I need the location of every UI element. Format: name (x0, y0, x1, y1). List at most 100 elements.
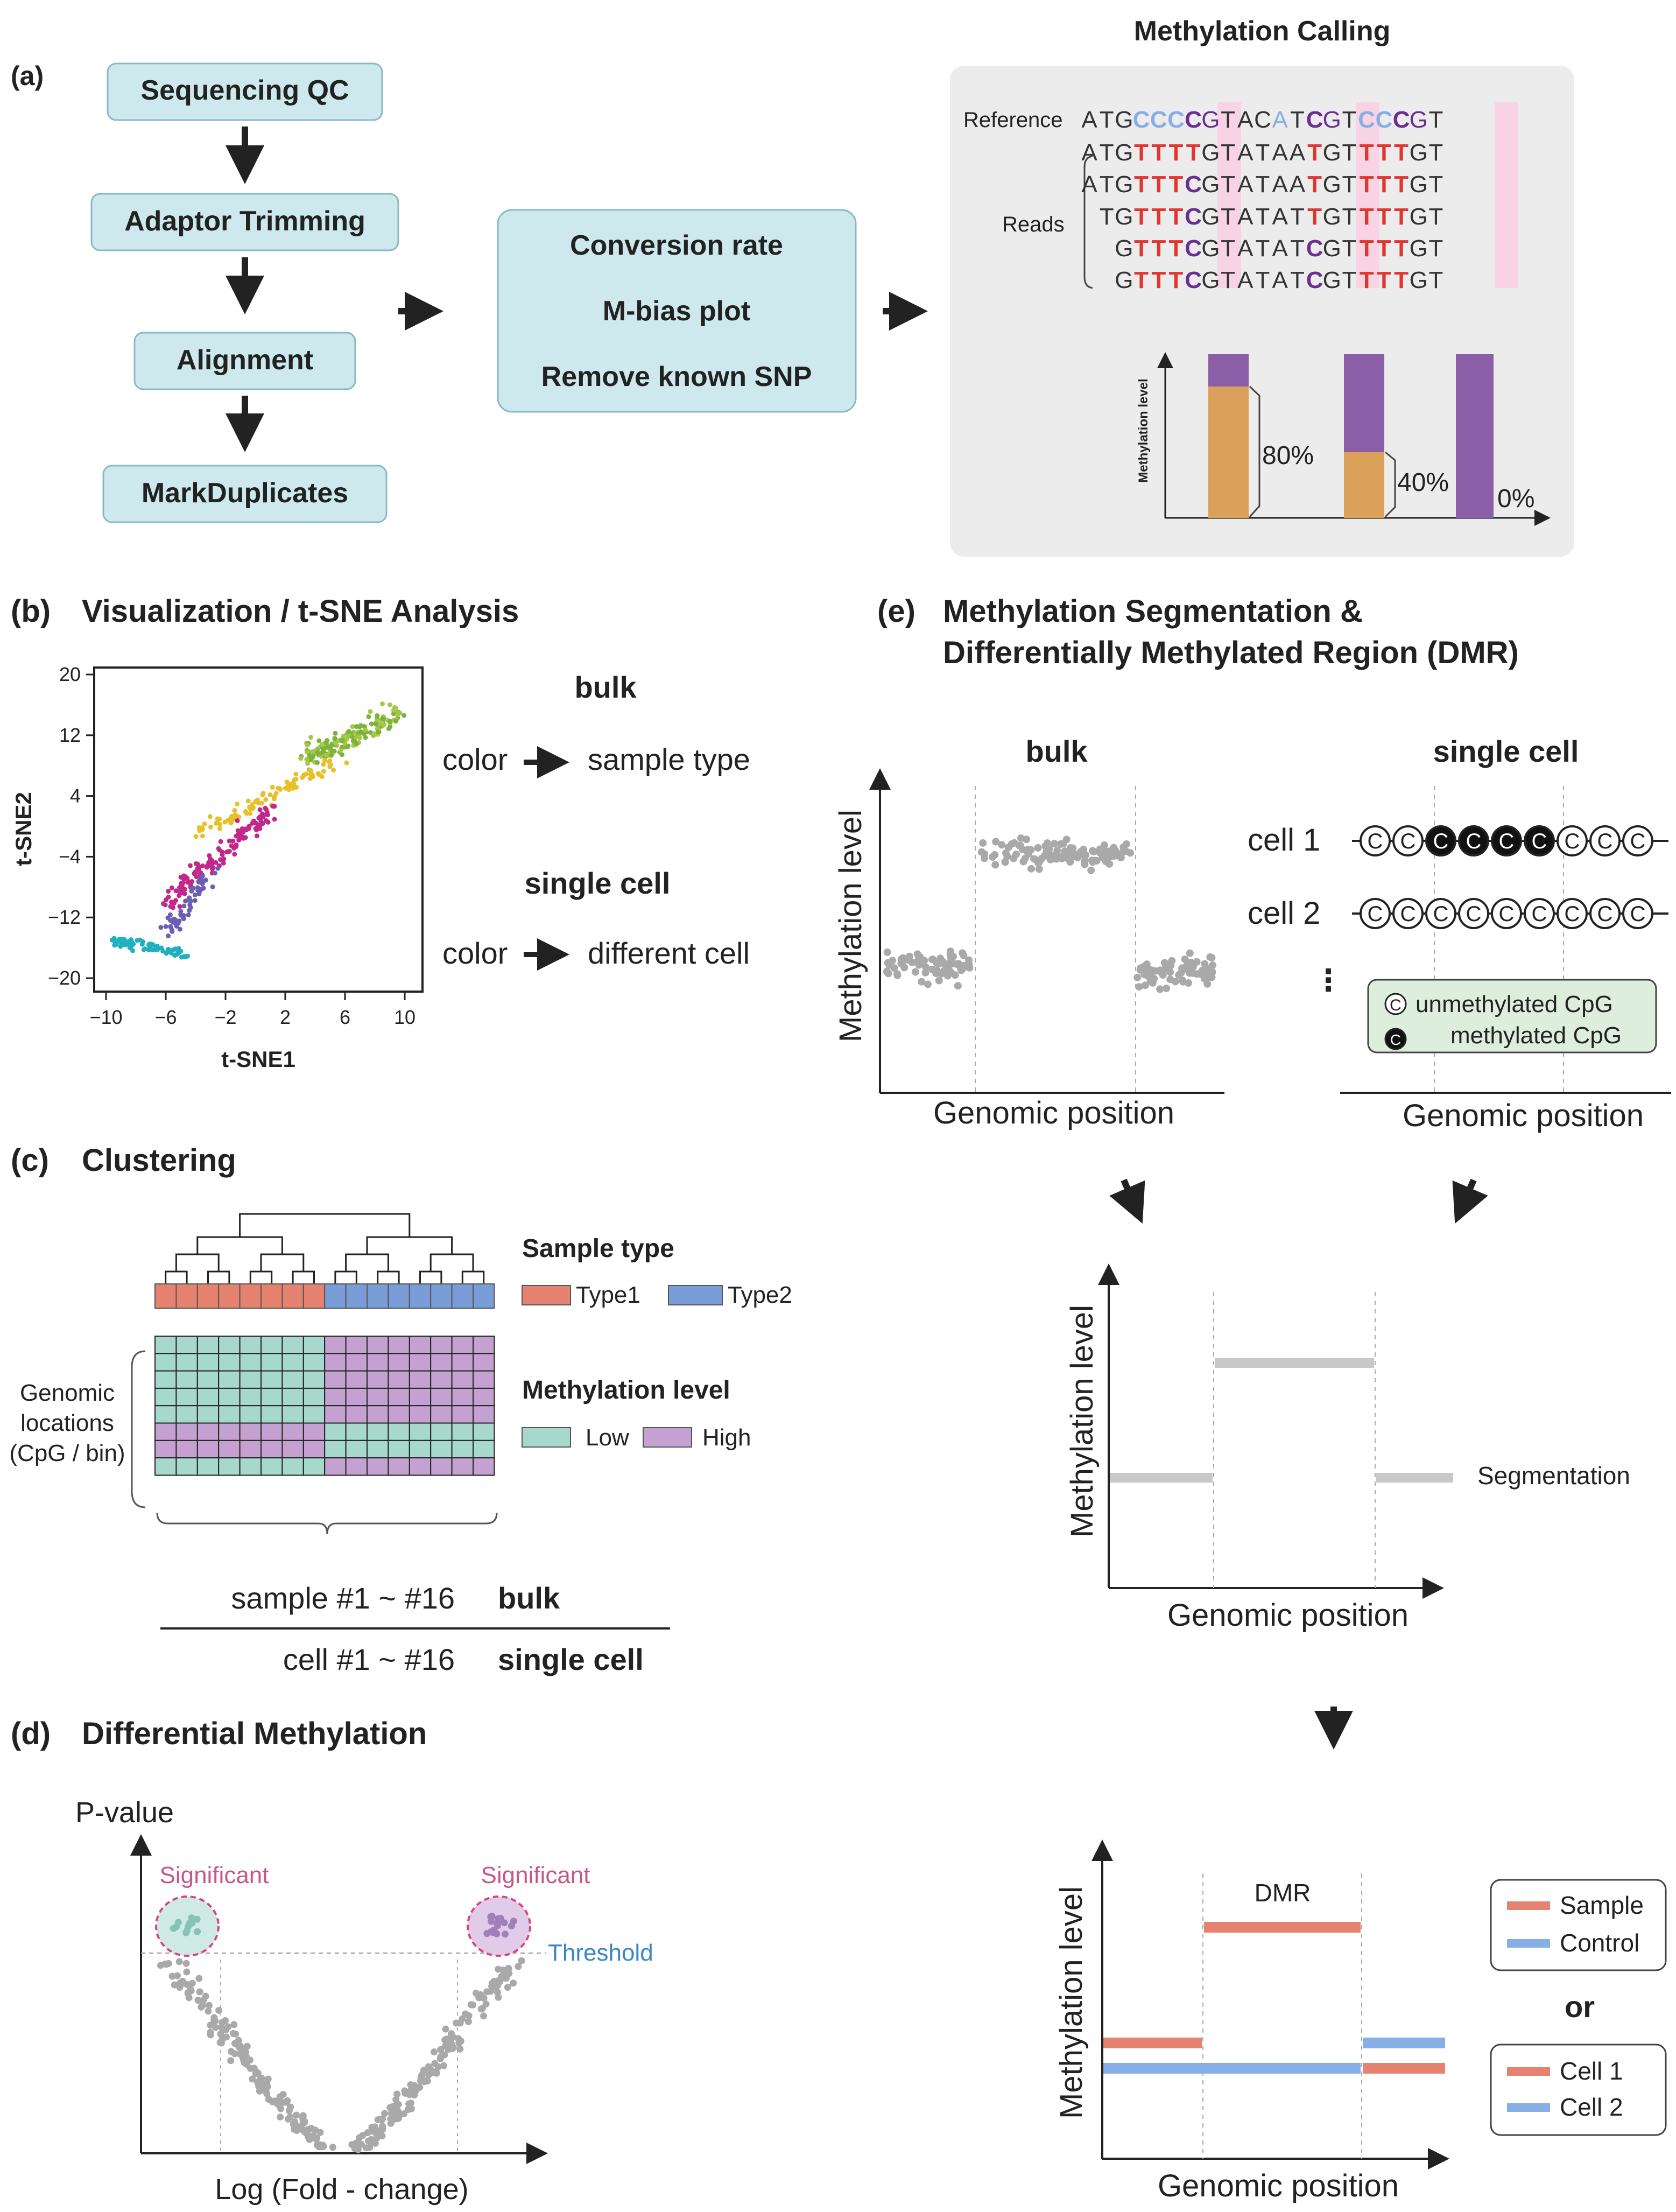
tsne-point (250, 820, 255, 826)
tsne-point (230, 838, 236, 844)
bulk-point (1159, 971, 1167, 979)
volcano-point (356, 2134, 363, 2141)
heatmap-cell (281, 1422, 304, 1441)
read-1-base: T (1221, 139, 1235, 166)
volcano-point (182, 1960, 190, 1967)
read-4-base: T (1429, 235, 1443, 262)
reference-base: C (1254, 107, 1271, 133)
tsne-point (308, 735, 314, 740)
heatmap-cell (430, 1439, 453, 1459)
heatmap-cell (388, 1405, 410, 1424)
read-5-base: T (1360, 267, 1374, 293)
bulk-point (956, 964, 964, 972)
tsne-point (168, 950, 174, 956)
cpg-glyph: C (1597, 830, 1613, 853)
volcano-point (263, 2090, 271, 2097)
heatmap-cell (260, 1336, 283, 1354)
bulk-point (1133, 973, 1142, 981)
heatmap-cell (260, 1353, 283, 1372)
reads-label: Reads (1002, 213, 1065, 236)
methylation-bar-chart: Methylation level 80% 40% 0% (1136, 352, 1551, 526)
read-3-base: T (1134, 203, 1149, 230)
tsne-point (168, 924, 173, 929)
tsne-point (257, 814, 263, 819)
methylated-cpg-icon (1458, 825, 1489, 856)
read-4-base: T (1134, 235, 1149, 262)
heatmap-cell (345, 1370, 368, 1389)
read-2-base: T (1100, 171, 1114, 198)
volcano-point (210, 2014, 218, 2021)
volcano-point (491, 1983, 499, 1991)
heatmap-cell (175, 1405, 198, 1424)
heatmap-cell (154, 1370, 177, 1389)
bulk-point (924, 980, 932, 988)
cpg-glyph: C (1565, 830, 1580, 853)
volcano-point (494, 1922, 502, 1929)
cpg-glyph: C (1368, 830, 1383, 853)
unmethylated-cpg-icon (1425, 898, 1456, 929)
cpg-glyph: C (1499, 902, 1515, 926)
volcano-point (477, 2005, 485, 2013)
bulk-point (918, 978, 926, 986)
heatmap-cell (196, 1439, 220, 1459)
reference-base: A (1237, 107, 1254, 133)
volcano-point (420, 2067, 427, 2074)
dendro-link (334, 1270, 357, 1284)
bulk-point (935, 977, 943, 985)
segmentation-label: Segmentation (1477, 1462, 1630, 1490)
heatmap-cell (430, 1336, 453, 1354)
tsne-point (259, 800, 264, 806)
tsne-point (380, 716, 385, 721)
tsne-point (112, 939, 117, 944)
read-5-base: T (1151, 267, 1166, 293)
tsne-x-label: t-SNE1 (221, 1047, 295, 1072)
volcano-point (194, 1928, 201, 1935)
e-cell2-label: cell 2 (1248, 896, 1320, 931)
tsne-point (250, 806, 256, 811)
tsne-point (308, 772, 314, 777)
bulk-point (1203, 980, 1212, 988)
volcano-point (436, 2055, 444, 2062)
read-5-base: A (1272, 267, 1288, 293)
heatmap-cell (175, 1457, 198, 1476)
reference-base: G (1201, 107, 1220, 133)
sequence-alignment: A T G C C C C G T A C A T C G T C C C G TA T G T T T T G T A T A A T G T T T T… (1081, 107, 1443, 293)
bulk-point (964, 956, 973, 964)
significant-right-label: Significant (481, 1862, 590, 1888)
tsne-point (209, 858, 215, 863)
heatmap-cell (430, 1387, 453, 1407)
reference-base: T (1290, 107, 1305, 133)
tsne-point (163, 924, 168, 929)
tsne-point (192, 898, 198, 903)
volcano-point (194, 1997, 202, 2004)
step-label-1: Sequencing QC (140, 75, 349, 106)
read-1-base: G (1410, 139, 1428, 166)
read-1-base: T (1134, 139, 1149, 166)
volcano-point (510, 1979, 517, 1987)
tsne-point (232, 807, 237, 813)
tsne-point (329, 743, 334, 749)
e-arrow-sc-down (1452, 1178, 1488, 1224)
tsne-point (217, 821, 222, 827)
tsne-point (241, 828, 247, 834)
dendro-link (377, 1270, 400, 1284)
read-3-base: T (1290, 203, 1305, 230)
read-4-base: T (1342, 235, 1357, 262)
tsne-point (163, 902, 168, 908)
read-5-base: T (1221, 267, 1235, 293)
volcano-point (250, 2064, 258, 2072)
heatmap-cell (324, 1439, 347, 1459)
tsne-point (201, 886, 206, 891)
tsne-point (263, 797, 269, 802)
volcano-points (157, 1913, 525, 2153)
bulk-point (941, 961, 949, 969)
tsne-point (369, 721, 374, 727)
heatmap-cell (260, 1405, 283, 1424)
heatmap-cell (388, 1439, 410, 1459)
sample-type-cell (324, 1283, 347, 1309)
bulk-point (1140, 971, 1149, 979)
tsne-point (358, 723, 363, 728)
bulk-point (883, 948, 891, 956)
sample-type-cell (175, 1283, 198, 1309)
read-3-base: T (1221, 203, 1235, 230)
